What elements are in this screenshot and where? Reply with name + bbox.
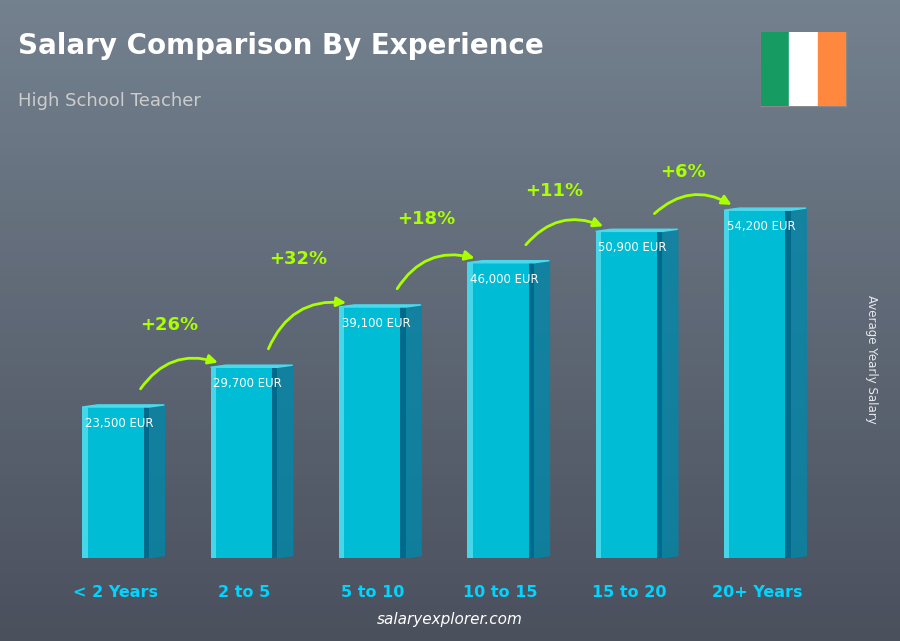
Text: 15 to 20: 15 to 20 xyxy=(592,585,666,601)
Bar xyxy=(789,32,817,106)
Bar xyxy=(596,231,601,558)
Polygon shape xyxy=(534,261,550,558)
Bar xyxy=(211,367,277,558)
Bar xyxy=(528,263,534,558)
Bar xyxy=(724,210,791,558)
Text: 39,100 EUR: 39,100 EUR xyxy=(341,317,410,330)
Bar xyxy=(339,307,345,558)
Text: 20+ Years: 20+ Years xyxy=(712,585,803,601)
Polygon shape xyxy=(596,229,678,231)
Text: +18%: +18% xyxy=(397,210,455,228)
Polygon shape xyxy=(662,229,678,558)
Polygon shape xyxy=(211,365,292,367)
Text: High School Teacher: High School Teacher xyxy=(18,92,201,110)
Bar xyxy=(724,210,729,558)
Text: Salary Comparison By Experience: Salary Comparison By Experience xyxy=(18,32,544,60)
Bar xyxy=(339,307,406,558)
Bar xyxy=(817,32,846,106)
Polygon shape xyxy=(277,365,292,558)
Polygon shape xyxy=(467,261,550,263)
Polygon shape xyxy=(339,305,421,307)
Text: +6%: +6% xyxy=(660,163,706,181)
Text: 50,900 EUR: 50,900 EUR xyxy=(598,241,667,254)
Bar xyxy=(211,367,216,558)
Text: 2 to 5: 2 to 5 xyxy=(218,585,270,601)
Text: 10 to 15: 10 to 15 xyxy=(464,585,538,601)
Bar xyxy=(467,263,472,558)
Text: 23,500 EUR: 23,500 EUR xyxy=(85,417,153,430)
Text: +11%: +11% xyxy=(526,181,584,200)
Text: 54,200 EUR: 54,200 EUR xyxy=(726,220,796,233)
Bar xyxy=(82,407,149,558)
Bar xyxy=(272,367,277,558)
Text: +32%: +32% xyxy=(269,250,327,268)
Text: 5 to 10: 5 to 10 xyxy=(340,585,404,601)
Text: 46,000 EUR: 46,000 EUR xyxy=(470,273,538,286)
Polygon shape xyxy=(82,405,165,407)
Polygon shape xyxy=(406,305,421,558)
Bar xyxy=(760,32,789,106)
Bar xyxy=(400,307,406,558)
Bar xyxy=(144,407,149,558)
Polygon shape xyxy=(791,208,806,558)
Text: Average Yearly Salary: Average Yearly Salary xyxy=(865,295,878,423)
Bar xyxy=(467,263,534,558)
Text: salaryexplorer.com: salaryexplorer.com xyxy=(377,612,523,627)
Text: < 2 Years: < 2 Years xyxy=(73,585,158,601)
Polygon shape xyxy=(724,208,806,210)
Bar xyxy=(596,231,662,558)
Text: +26%: +26% xyxy=(140,315,199,333)
Text: 29,700 EUR: 29,700 EUR xyxy=(213,377,282,390)
Bar xyxy=(657,231,662,558)
Polygon shape xyxy=(149,405,165,558)
Bar xyxy=(786,210,791,558)
Bar xyxy=(82,407,87,558)
